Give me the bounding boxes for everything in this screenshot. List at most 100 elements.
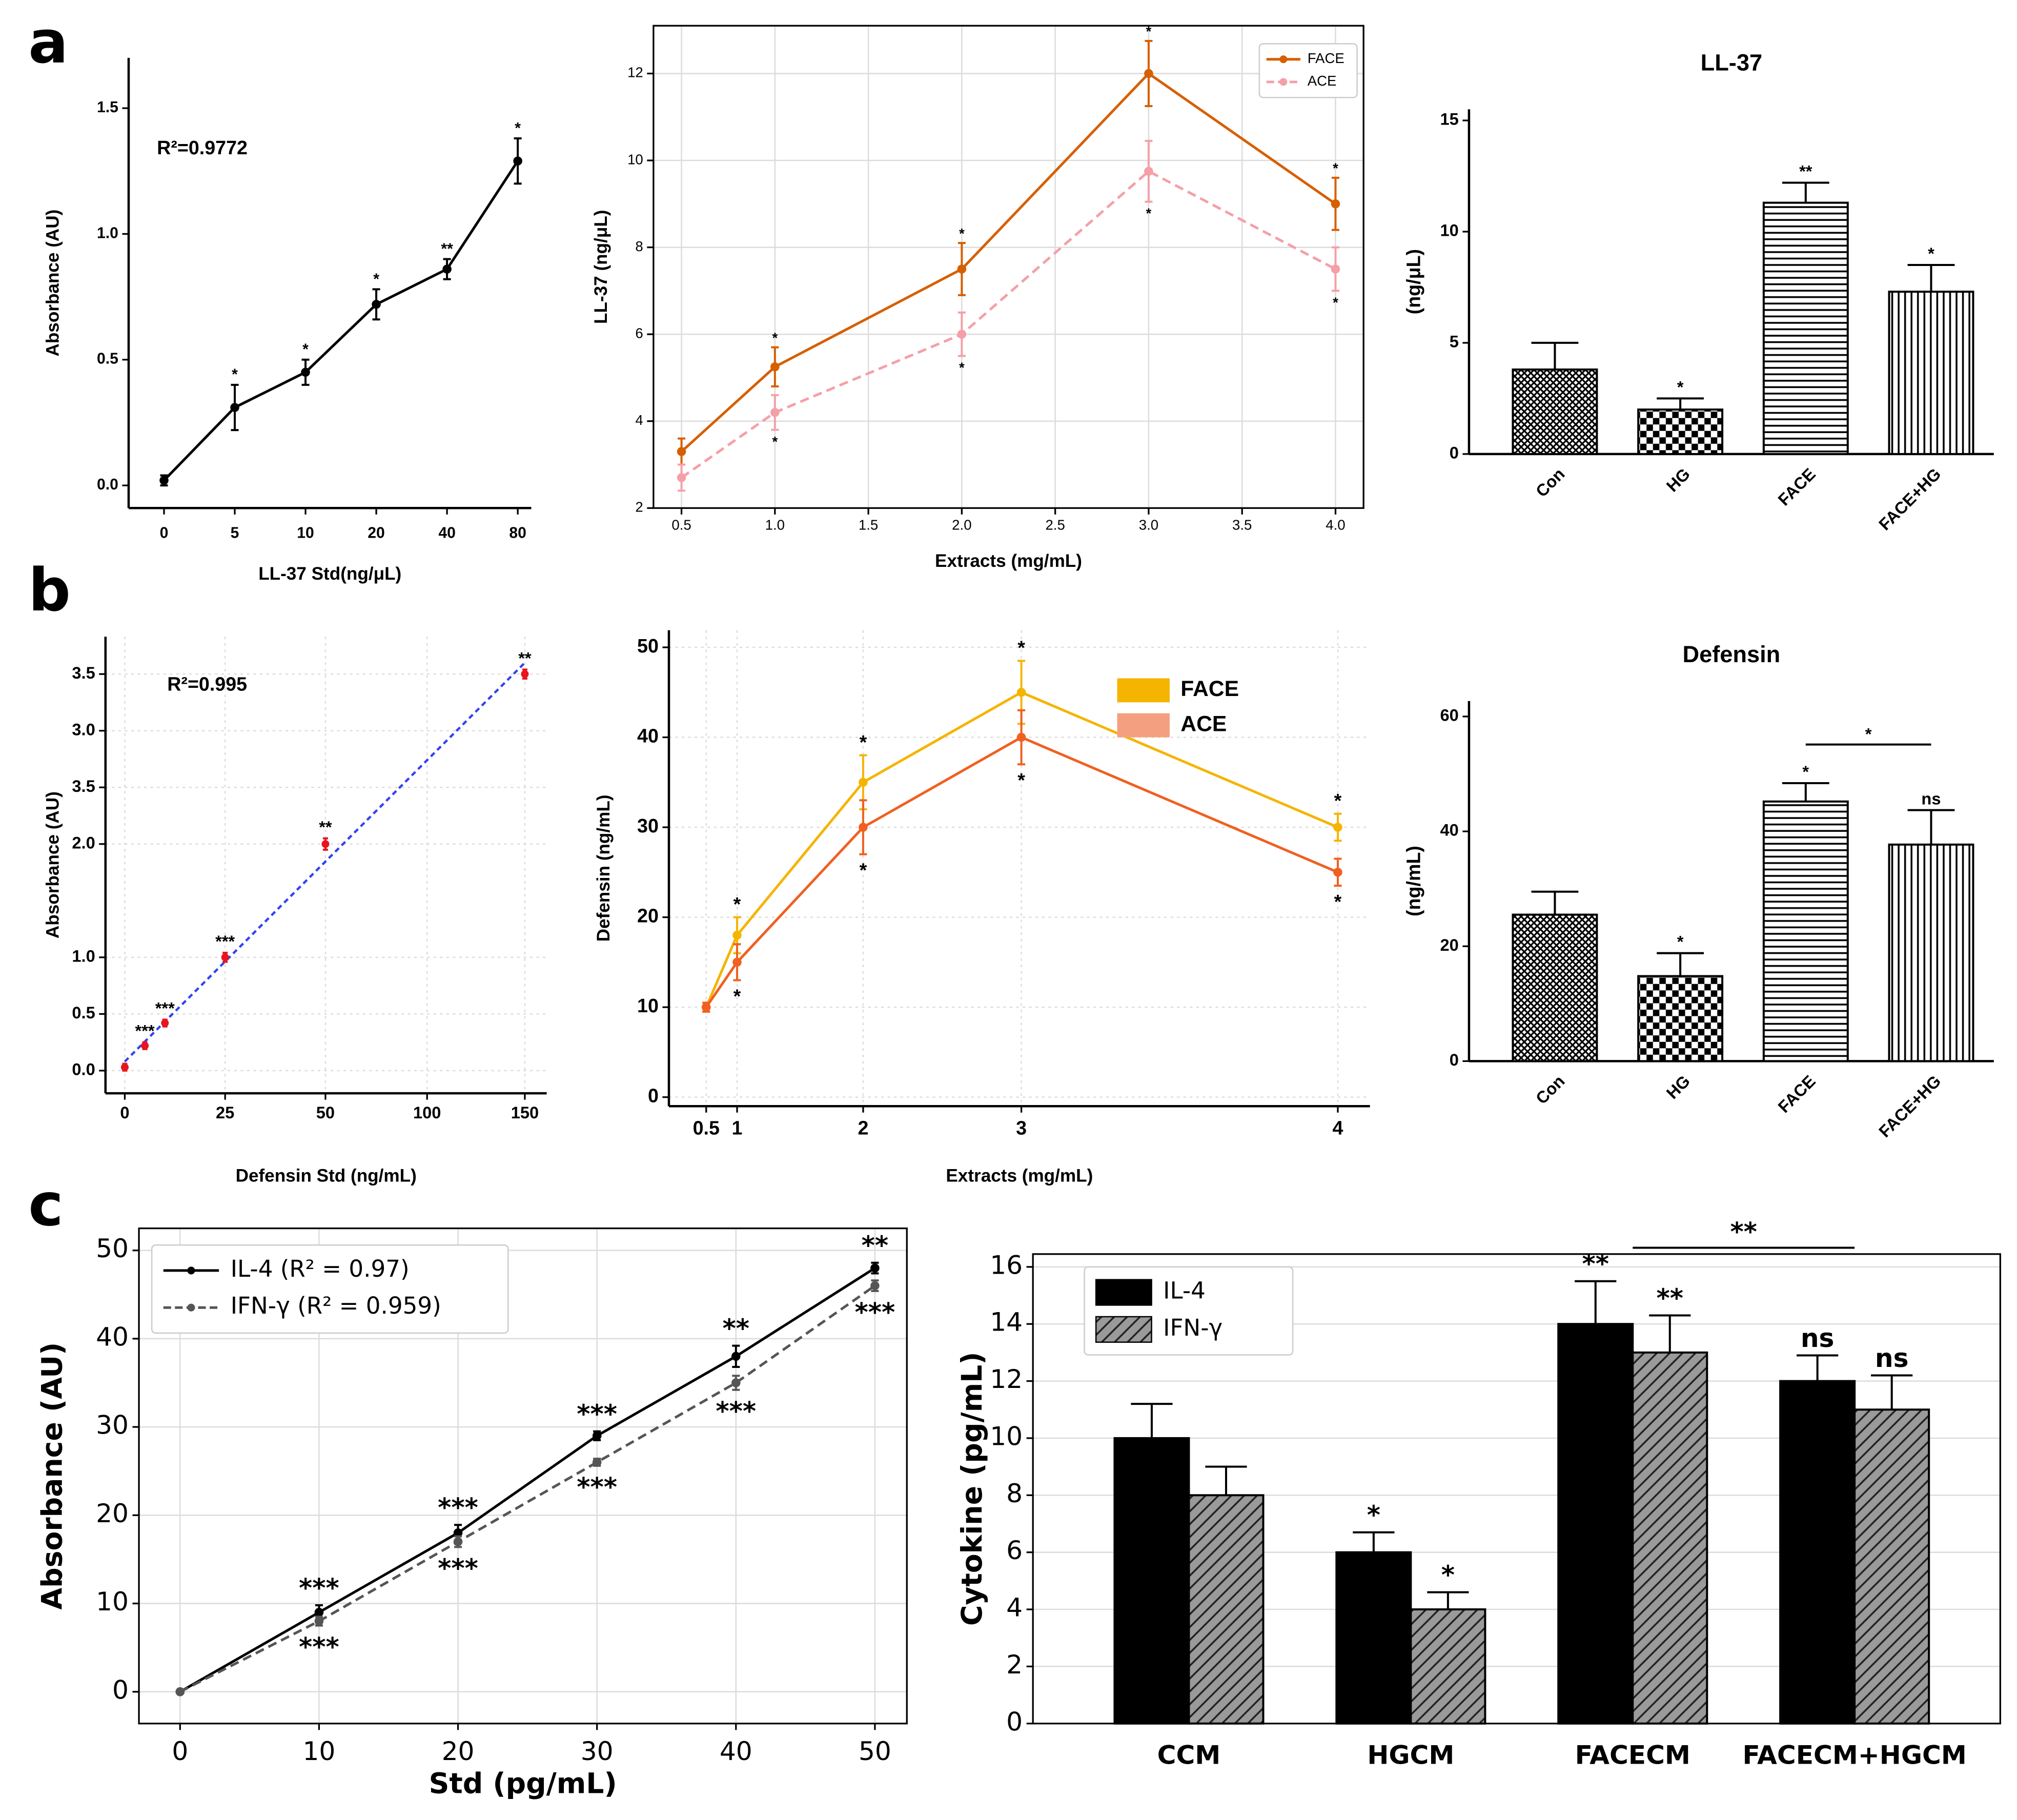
data-point xyxy=(957,330,967,339)
data-point xyxy=(957,264,967,274)
annotation: R²=0.995 xyxy=(167,673,247,695)
significance-label: *** xyxy=(855,1297,895,1327)
significance-label: * xyxy=(1017,769,1025,791)
bar xyxy=(1335,1551,1412,1725)
significance-label: ns xyxy=(1875,1343,1909,1373)
y-tick-label: 1.0 xyxy=(72,946,95,965)
legend-label: FACE xyxy=(1180,677,1239,701)
y-tick-label: 0.0 xyxy=(97,476,118,493)
legend-label: ACE xyxy=(1308,73,1337,89)
error-bar xyxy=(1797,1354,1839,1381)
x-tick-label: 100 xyxy=(413,1103,441,1122)
plot-frame xyxy=(653,25,1364,509)
significance-label: * xyxy=(1146,206,1152,221)
x-axis-label: Extracts (mg/mL) xyxy=(935,551,1082,571)
x-tick-label: 1.5 xyxy=(859,517,878,533)
x-tick-label: FACE+HG xyxy=(1875,1071,1945,1141)
legend-label: FACE xyxy=(1308,50,1344,66)
significance-label: * xyxy=(1367,1500,1380,1530)
y-axis-label: (ng/μL) xyxy=(1402,249,1424,314)
significance-label: * xyxy=(1677,932,1684,951)
y-axis-label: LL-37 (ng/μL) xyxy=(591,210,611,324)
significance-label: *** xyxy=(135,1021,155,1040)
error-bar xyxy=(1131,1403,1173,1438)
x-axis-label: Defensin Std (ng/mL) xyxy=(236,1166,417,1186)
significance-label: *** xyxy=(577,1399,617,1429)
significance-label: * xyxy=(1017,637,1025,659)
panel-label: a xyxy=(28,8,68,77)
legend-label: IFN-γ xyxy=(1163,1314,1223,1341)
y-tick-label: 8 xyxy=(635,238,643,254)
y-axis-label: (ng/mL) xyxy=(1402,846,1424,916)
annotation: R²=0.9772 xyxy=(157,137,248,158)
legend-swatch xyxy=(1117,713,1170,738)
y-tick-label: 10 xyxy=(1440,221,1459,240)
chart-panel: 0 10 20 30 40 50 0.5 1 2 3 4 Extracts (mg/mL) Defens… xyxy=(594,630,1370,1186)
y-tick-label: 12 xyxy=(627,65,643,80)
y-tick-label: 0 xyxy=(1450,443,1459,462)
significance-label: ** xyxy=(518,648,532,667)
x-tick-label: FACE+HG xyxy=(1875,464,1945,534)
significance-label: * xyxy=(373,271,379,288)
y-axis-label: Absorbance (AU) xyxy=(43,791,63,938)
bar xyxy=(1188,1494,1265,1725)
chart-panel: 0.0 0.5 1.0 1.5 0 5 10 20 40 80 LL-37 Std(ng/μL) Ab… xyxy=(28,8,532,584)
y-tick-label: 0 xyxy=(648,1085,659,1107)
y-axis-label: Absorbance (AU) xyxy=(43,210,63,357)
data-point xyxy=(770,362,780,372)
bar xyxy=(1410,1608,1486,1725)
significance-label: ns xyxy=(1921,789,1941,808)
data-point xyxy=(770,407,780,417)
significance-label: ** xyxy=(319,817,332,836)
bar xyxy=(1888,843,1974,1062)
y-tick-label: 15 xyxy=(1440,110,1459,129)
x-tick-label: 5 xyxy=(231,524,239,541)
y-tick-label: 2.0 xyxy=(72,833,95,852)
significance-label: * xyxy=(1677,377,1684,396)
x-tick-label: 0 xyxy=(160,524,169,541)
panel-label: c xyxy=(28,1171,63,1240)
error-bar xyxy=(1649,1314,1691,1353)
y-tick-label: 1.0 xyxy=(97,224,118,241)
legend-box xyxy=(151,1244,509,1334)
y-tick-label: 30 xyxy=(637,815,659,836)
data-point xyxy=(1016,688,1026,697)
x-tick-label: 4 xyxy=(1332,1117,1343,1138)
significance-label: ns xyxy=(1801,1323,1835,1353)
x-tick-label: 30 xyxy=(581,1736,614,1766)
y-tick-label: 30 xyxy=(96,1410,129,1440)
x-tick-label: 4.0 xyxy=(1326,517,1345,533)
data-point xyxy=(159,476,169,485)
x-tick-label: FACECM+HGCM xyxy=(1743,1740,1967,1770)
bar xyxy=(1512,913,1598,1062)
bar xyxy=(1637,408,1724,455)
chart-panel: 0 20 40 60 Con HG FACE FACE+HG (ng/mL) Defensin * *… xyxy=(1402,641,1994,1141)
x-tick-label: 10 xyxy=(297,524,314,541)
data-line xyxy=(680,72,1336,453)
data-point xyxy=(314,1617,324,1626)
x-axis-label: Extracts (mg/mL) xyxy=(946,1166,1093,1186)
data-line xyxy=(681,170,1336,479)
bar xyxy=(1762,201,1849,455)
x-tick-label: 40 xyxy=(720,1736,752,1766)
y-tick-label: 6 xyxy=(1006,1535,1023,1565)
significance-label: *** xyxy=(215,932,235,951)
x-tick-label: 0 xyxy=(120,1103,129,1122)
significance-label: * xyxy=(1334,790,1342,811)
y-tick-label: 40 xyxy=(1440,821,1459,840)
data-point xyxy=(1331,264,1340,274)
significance-label: * xyxy=(1333,160,1338,176)
x-tick-label: 80 xyxy=(509,524,526,541)
data-point xyxy=(732,957,742,967)
bar xyxy=(1637,975,1724,1062)
significance-label: ** xyxy=(1799,162,1812,181)
data-point xyxy=(453,1537,463,1546)
x-tick-label: 40 xyxy=(438,524,456,541)
data-point xyxy=(1333,823,1342,832)
bar xyxy=(1113,1437,1190,1725)
data-point xyxy=(732,930,742,940)
significance-label: * xyxy=(734,985,741,1007)
x-tick-label: HG xyxy=(1662,464,1694,496)
significance-label: * xyxy=(860,860,867,881)
data-point xyxy=(230,403,239,412)
